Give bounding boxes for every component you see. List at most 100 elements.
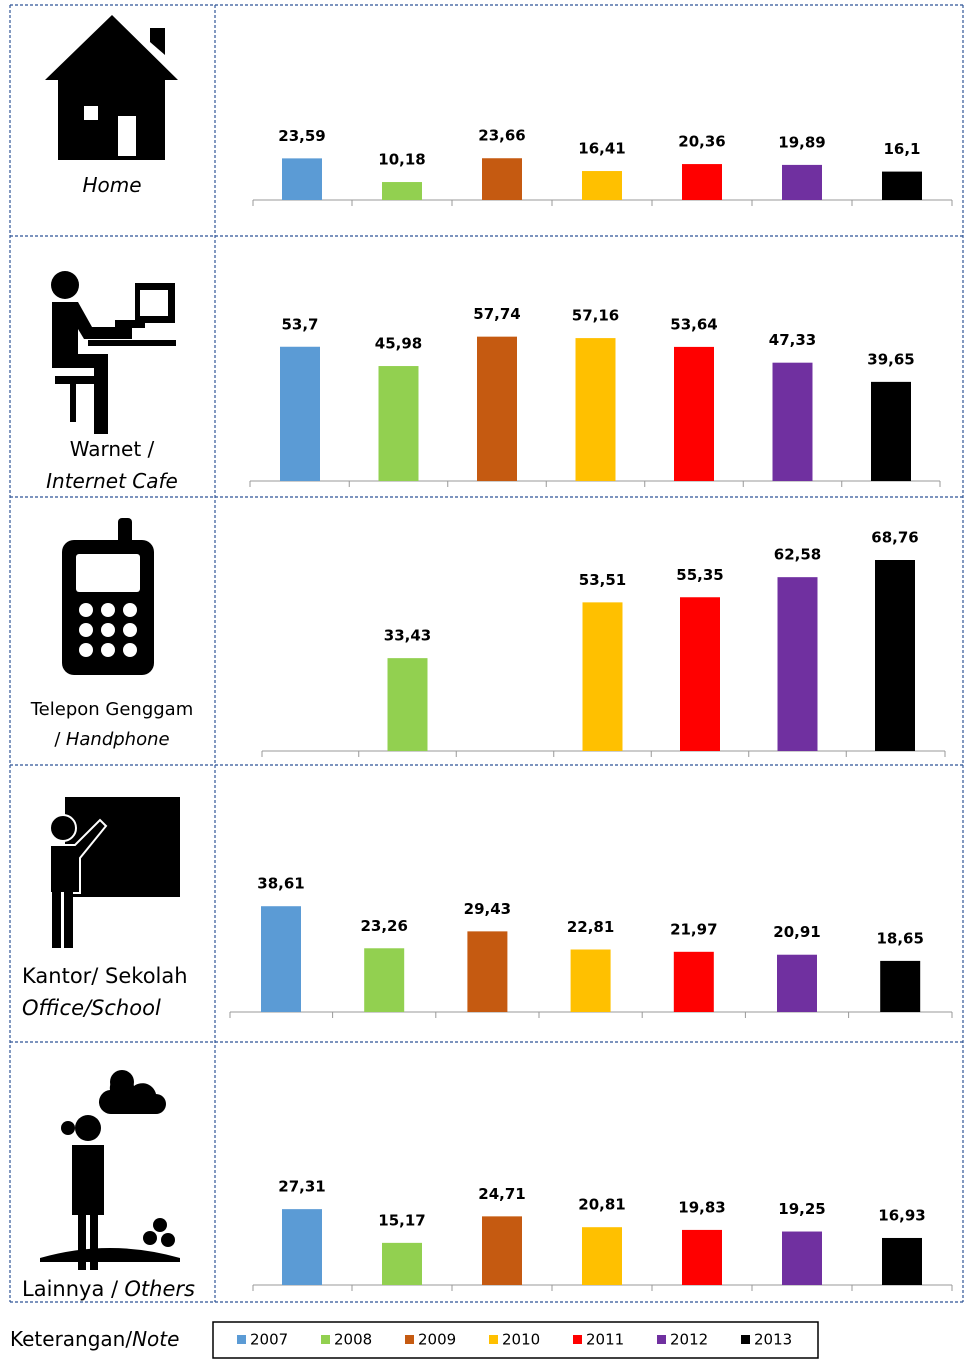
bar xyxy=(673,951,714,1012)
legend-swatch xyxy=(657,1335,666,1344)
bar xyxy=(378,366,419,481)
panel-label: Telepon Genggam xyxy=(30,699,194,720)
value-label: 23,59 xyxy=(278,127,325,145)
bar xyxy=(682,164,722,200)
others-icon xyxy=(40,1070,180,1270)
legend-swatch xyxy=(573,1335,582,1344)
legend-swatch xyxy=(405,1335,414,1344)
bar xyxy=(682,1229,722,1285)
panel-label-part: Handphone xyxy=(66,729,170,750)
panel-label-part: Telepon Genggam xyxy=(30,699,194,720)
panel-label-part: Others xyxy=(124,1277,195,1301)
panel-label-part: Lainnya / xyxy=(22,1277,119,1301)
bar-chart: Kantor/ Sekolah Office/School 38,61 23,26 29… xyxy=(22,875,953,1020)
bar-chart: Home 23,59 10,18 23,66 16,41 20,36 19,89 16,1 xyxy=(82,127,953,206)
value-label: 15,17 xyxy=(378,1211,425,1229)
bar xyxy=(880,960,921,1012)
panel-label: / Handphone xyxy=(54,729,169,750)
bar xyxy=(261,906,301,1012)
value-label: 68,76 xyxy=(871,529,918,547)
bar xyxy=(280,346,320,481)
bar xyxy=(477,336,517,481)
bar xyxy=(777,577,818,751)
value-label: 39,65 xyxy=(867,350,914,368)
bar xyxy=(282,158,322,200)
bar xyxy=(575,338,616,481)
panel-label: Home xyxy=(82,173,141,197)
bar xyxy=(871,381,911,481)
bar xyxy=(364,948,405,1012)
bar xyxy=(582,1227,622,1285)
legend-label: 2008 xyxy=(334,1331,372,1349)
value-label: 33,43 xyxy=(384,627,431,645)
panel-label-part: / xyxy=(54,729,61,750)
legend: 2007 2008 2009 2010 2011 2012 2013 xyxy=(237,1331,792,1349)
value-label: 20,91 xyxy=(773,923,820,941)
charts: Home 23,59 10,18 23,66 16,41 20,36 19,89 16,1 Wa… xyxy=(22,127,953,1301)
bar xyxy=(582,602,623,751)
bar xyxy=(782,164,822,200)
value-label: 29,43 xyxy=(464,900,511,918)
panel-label-part: Office/School xyxy=(22,996,161,1020)
value-label: 53,51 xyxy=(579,571,626,589)
panel-label: Internet Cafe xyxy=(46,469,178,493)
value-label: 10,18 xyxy=(378,151,425,169)
value-label: 27,31 xyxy=(278,1178,325,1196)
panel-label-part: Internet Cafe xyxy=(46,469,178,493)
bar xyxy=(882,171,922,200)
value-label: 62,58 xyxy=(774,546,821,564)
value-label: 16,1 xyxy=(883,140,920,158)
legend-swatch xyxy=(237,1335,246,1344)
bar xyxy=(777,954,817,1012)
value-label: 38,61 xyxy=(257,875,304,893)
panel-label: Office/School xyxy=(22,996,161,1020)
bar xyxy=(674,346,714,481)
panel-label: Warnet / xyxy=(70,437,155,461)
value-label: 57,74 xyxy=(473,305,520,323)
bar xyxy=(875,560,915,751)
value-label: 16,93 xyxy=(878,1206,925,1224)
panel-label-part: Warnet / xyxy=(70,437,155,461)
icons xyxy=(40,15,180,1270)
value-label: 45,98 xyxy=(375,335,422,353)
bar xyxy=(387,658,428,751)
bar xyxy=(467,931,508,1012)
legend-label: 2007 xyxy=(250,1331,288,1349)
panel-label-part: Home xyxy=(82,173,141,197)
value-label: 47,33 xyxy=(769,331,816,349)
bar xyxy=(782,1231,822,1285)
legend-title-part: Note xyxy=(132,1327,179,1351)
value-label: 19,25 xyxy=(778,1200,825,1218)
value-label: 23,26 xyxy=(360,917,407,935)
legend-swatch xyxy=(489,1335,498,1344)
value-label: 23,66 xyxy=(478,127,525,145)
panel-label: Lainnya / Others xyxy=(22,1277,195,1301)
bar-chart: Lainnya / Others 27,31 15,17 24,71 20,81 19,83… xyxy=(22,1178,953,1301)
value-label: 18,65 xyxy=(876,929,923,947)
legend-title-part: Keterangan/ xyxy=(10,1327,132,1351)
value-label: 20,36 xyxy=(678,133,725,151)
legend-swatch xyxy=(321,1335,330,1344)
home-icon xyxy=(45,15,178,160)
value-label: 20,81 xyxy=(578,1196,625,1214)
value-label: 24,71 xyxy=(478,1185,525,1203)
value-label: 53,7 xyxy=(281,315,318,333)
legend-box xyxy=(212,1321,819,1359)
legend-label: 2013 xyxy=(754,1331,792,1349)
legend-label: 2011 xyxy=(586,1331,624,1349)
value-label: 19,89 xyxy=(778,133,825,151)
panel-grid xyxy=(9,4,964,1303)
legend-label: 2009 xyxy=(418,1331,456,1349)
value-label: 16,41 xyxy=(578,140,625,158)
bar xyxy=(382,182,422,200)
legend-swatch xyxy=(741,1335,750,1344)
bar xyxy=(382,1242,422,1285)
value-label: 55,35 xyxy=(676,566,723,584)
bar xyxy=(482,1216,522,1285)
legend-title: Keterangan/Note xyxy=(10,1327,179,1351)
bar xyxy=(570,949,611,1012)
bar xyxy=(282,1209,322,1285)
bar xyxy=(882,1237,922,1285)
